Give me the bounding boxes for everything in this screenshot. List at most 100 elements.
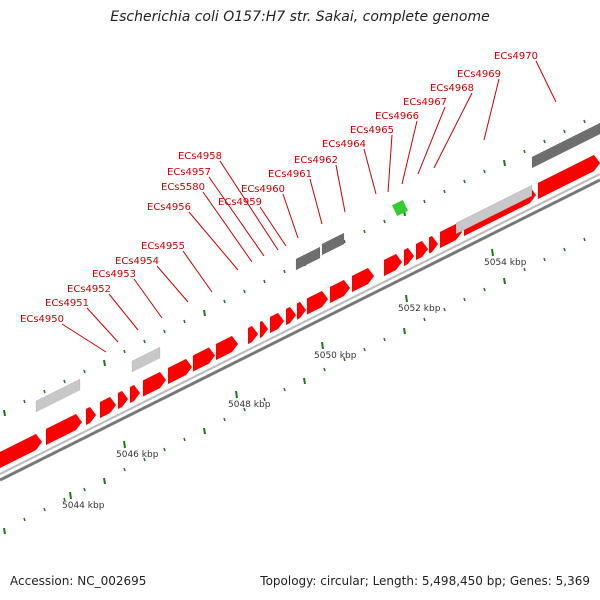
scale-tick [63, 379, 66, 384]
forward-gene [285, 306, 297, 326]
forward-gene [269, 312, 285, 334]
scale-major-tick [235, 390, 238, 399]
forward-gene [428, 235, 439, 254]
scale-tick [323, 367, 326, 372]
gene-label: ECs4955 [141, 241, 185, 252]
scale-tick [283, 387, 286, 392]
scale-tick [443, 307, 446, 312]
scale-tick [123, 349, 126, 354]
scale-major-tick [69, 491, 72, 500]
forward-gene [45, 413, 83, 446]
reverse-gene [531, 122, 600, 169]
gene-leader-line [259, 206, 287, 247]
scale-tick [463, 179, 466, 184]
gene-label: ECs4961 [268, 169, 312, 180]
gene-leader-line [535, 60, 557, 103]
scale-tick [123, 467, 126, 472]
scale-tick [363, 229, 366, 234]
map-title: Escherichia coli O157:H7 str. Sakai, com… [110, 9, 490, 25]
scale-major-tick [321, 341, 324, 350]
scale-tick [203, 427, 206, 435]
forward-gene [306, 290, 329, 315]
scale-tick [23, 399, 26, 404]
scale-label: 5044 kbp [62, 501, 105, 511]
forward-gene [247, 325, 259, 345]
scale-tick [183, 319, 186, 324]
gene-label: ECs4956 [147, 202, 191, 213]
scale-tick [63, 497, 66, 502]
scale-tick [23, 517, 26, 522]
forward-gene [259, 320, 269, 339]
forward-gene [117, 390, 129, 410]
reverse-gene [455, 184, 533, 235]
scale-tick [363, 347, 366, 352]
gene-leader-line [483, 78, 500, 141]
scale-tick [483, 169, 486, 174]
forward-gene [129, 384, 141, 404]
gene-label: ECs4958 [178, 151, 222, 162]
gene-leader-line [208, 176, 265, 257]
scale-tick [243, 407, 246, 412]
genes-label: Genes: [509, 574, 552, 588]
gene-leader-line [282, 193, 299, 239]
gene-leader-line [335, 164, 346, 213]
scale-tick [343, 357, 346, 362]
forward-gene [403, 247, 415, 267]
gene-leader-line [219, 160, 279, 251]
reverse-gene [321, 232, 345, 256]
forward-gene [329, 279, 351, 304]
gene-leader-line [133, 278, 163, 319]
gene-leader-line [363, 148, 377, 195]
scale-tick [423, 199, 426, 204]
scale-tick [43, 389, 46, 394]
forward-gene [296, 301, 307, 320]
forward-gene [142, 371, 167, 397]
forward-gene [192, 347, 216, 372]
scale-major-tick [123, 440, 126, 449]
scale-tick [463, 297, 466, 302]
gene-leader-line [188, 211, 239, 271]
gene-label: ECs4969 [457, 69, 501, 80]
genome-stats: Topology: circular; Length: 5,498,450 bp… [260, 574, 590, 588]
scale-label: 5050 kbp [314, 351, 357, 361]
gene-leader-line [61, 323, 107, 353]
forward-gene [215, 335, 239, 361]
gene-label: ECs4952 [67, 284, 111, 295]
scale-tick [563, 129, 566, 134]
scale-tick [443, 189, 446, 194]
length-value: 5,498,450 bp [421, 574, 502, 588]
backbone-line [0, 178, 600, 482]
gene-label: ECs4967 [403, 97, 447, 108]
gene-leader-line [309, 178, 323, 225]
forward-gene [167, 358, 193, 385]
scale-tick [43, 507, 46, 512]
scale-tick [543, 139, 546, 144]
forward-gene [537, 154, 600, 200]
scale-tick [183, 437, 186, 442]
backbone-line-light [0, 173, 600, 475]
scale-label: 5052 kbp [398, 304, 441, 314]
gene-label: ECs4957 [167, 167, 211, 178]
gene-label: ECs4970 [494, 51, 538, 62]
scale-tick [103, 477, 106, 485]
scale-tick [163, 329, 166, 334]
scale-tick [423, 317, 426, 322]
gene-label: ECs4959 [218, 197, 262, 208]
gene-label: ECs4968 [430, 83, 474, 94]
gene-leader-line [86, 307, 119, 343]
length-label: Length: [372, 574, 419, 588]
scale-tick [83, 369, 86, 374]
scale-label: 5048 kbp [228, 400, 271, 410]
scale-tick [223, 299, 226, 304]
genes-value: 5,369 [555, 574, 590, 588]
reverse-gene [295, 246, 321, 271]
gene-label: ECs4966 [375, 111, 419, 122]
forward-gene [415, 240, 429, 261]
gene-label: ECs4950 [20, 314, 64, 325]
gene-leader-line [202, 191, 253, 263]
scale-tick [523, 149, 526, 154]
scale-tick [583, 119, 586, 124]
gene-label: ECs4964 [322, 139, 366, 150]
